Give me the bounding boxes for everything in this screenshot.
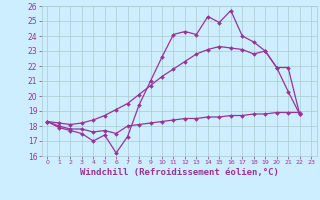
X-axis label: Windchill (Refroidissement éolien,°C): Windchill (Refroidissement éolien,°C) — [80, 168, 279, 177]
